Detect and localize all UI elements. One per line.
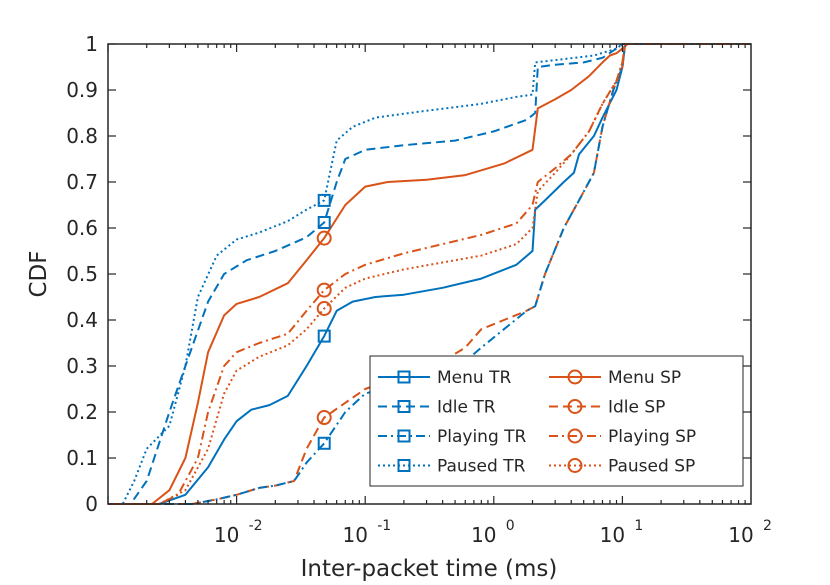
legend-label-menu-tr: Menu TR: [437, 368, 511, 388]
legend-label-paused-sp: Paused SP: [608, 457, 695, 477]
y-tick-label: 0.6: [66, 216, 98, 240]
series-line-paused-sp: [108, 43, 751, 505]
tick-labels-group: 0 0.1 0.2 0.3 0.4 0.5 0.6 0.7 0.8 0.9 1 10 -2 10 -1 10 0…: [66, 32, 772, 547]
x-axis-label: Inter-packet time (ms): [301, 556, 558, 582]
x-tick-label: 10: [728, 523, 753, 547]
y-tick-label: 0.8: [66, 124, 98, 148]
series-marker-playing-tr: [317, 436, 331, 450]
legend-marker-paused-tr: [397, 459, 411, 472]
series-line-menu-sp: [108, 43, 751, 505]
series-marker-idle-sp: [316, 410, 332, 426]
legend-marker-idle-sp: [567, 399, 583, 414]
legend: Menu TR Menu SP Idle TR Idle SP Playing TR Pl…: [369, 355, 744, 487]
legend-label-playing-tr: Playing TR: [437, 427, 527, 447]
legend-label-menu-sp: Menu SP: [608, 368, 681, 388]
series-line-idle-tr: [108, 43, 751, 505]
series-line-paused-tr: [108, 43, 751, 505]
x-tick-exponent: 2: [763, 518, 772, 534]
series-marker-idle-tr: [317, 215, 331, 229]
x-tick-label: 10: [600, 523, 625, 547]
y-tick-label: 1: [85, 32, 98, 56]
markers-group: [316, 193, 332, 450]
axes-box: [107, 43, 752, 505]
x-tick-exponent: 1: [634, 518, 643, 534]
legend-marker-menu-tr: [397, 370, 411, 384]
y-tick-label: 0: [85, 492, 98, 516]
y-tick-label: 0.5: [66, 262, 98, 286]
legend-label-paused-tr: Paused TR: [437, 457, 526, 477]
x-tick-label: 10: [214, 523, 239, 547]
series-line-idle-sp: [108, 43, 751, 505]
y-tick-label: 0.3: [66, 354, 98, 378]
x-tick-label: 10: [471, 523, 496, 547]
x-tick-exponent: -2: [249, 518, 263, 534]
legend-label-playing-sp: Playing SP: [608, 427, 696, 447]
y-axis-label: CDF: [26, 251, 52, 298]
legend-marker-playing-sp: [567, 428, 583, 444]
x-tick-label: 10: [342, 523, 367, 547]
x-tick-exponent: -1: [377, 518, 391, 534]
legend-marker-paused-sp: [567, 458, 583, 473]
legend-marker-playing-tr: [397, 429, 411, 443]
y-tick-label: 0.9: [66, 78, 98, 102]
series-line-menu-tr: [108, 43, 751, 505]
series-line-playing-tr: [108, 43, 751, 505]
legend-marker-menu-sp: [567, 369, 583, 385]
series-marker-paused-sp: [316, 301, 332, 316]
x-tick-exponent: 0: [506, 518, 515, 534]
series-marker-menu-tr: [317, 329, 331, 343]
legend-marker-idle-tr: [397, 400, 411, 413]
series-marker-menu-sp: [316, 230, 332, 246]
legend-label-idle-tr: Idle TR: [437, 398, 496, 418]
y-tick-label: 0.4: [66, 308, 98, 332]
y-tick-label: 0.7: [66, 170, 98, 194]
series-marker-paused-tr: [317, 193, 331, 207]
curves-group: [108, 43, 751, 505]
legend-label-idle-sp: Idle SP: [608, 398, 665, 418]
y-tick-label: 0.1: [66, 446, 98, 470]
y-tick-label: 0.2: [66, 400, 98, 424]
series-marker-playing-sp: [316, 282, 332, 298]
